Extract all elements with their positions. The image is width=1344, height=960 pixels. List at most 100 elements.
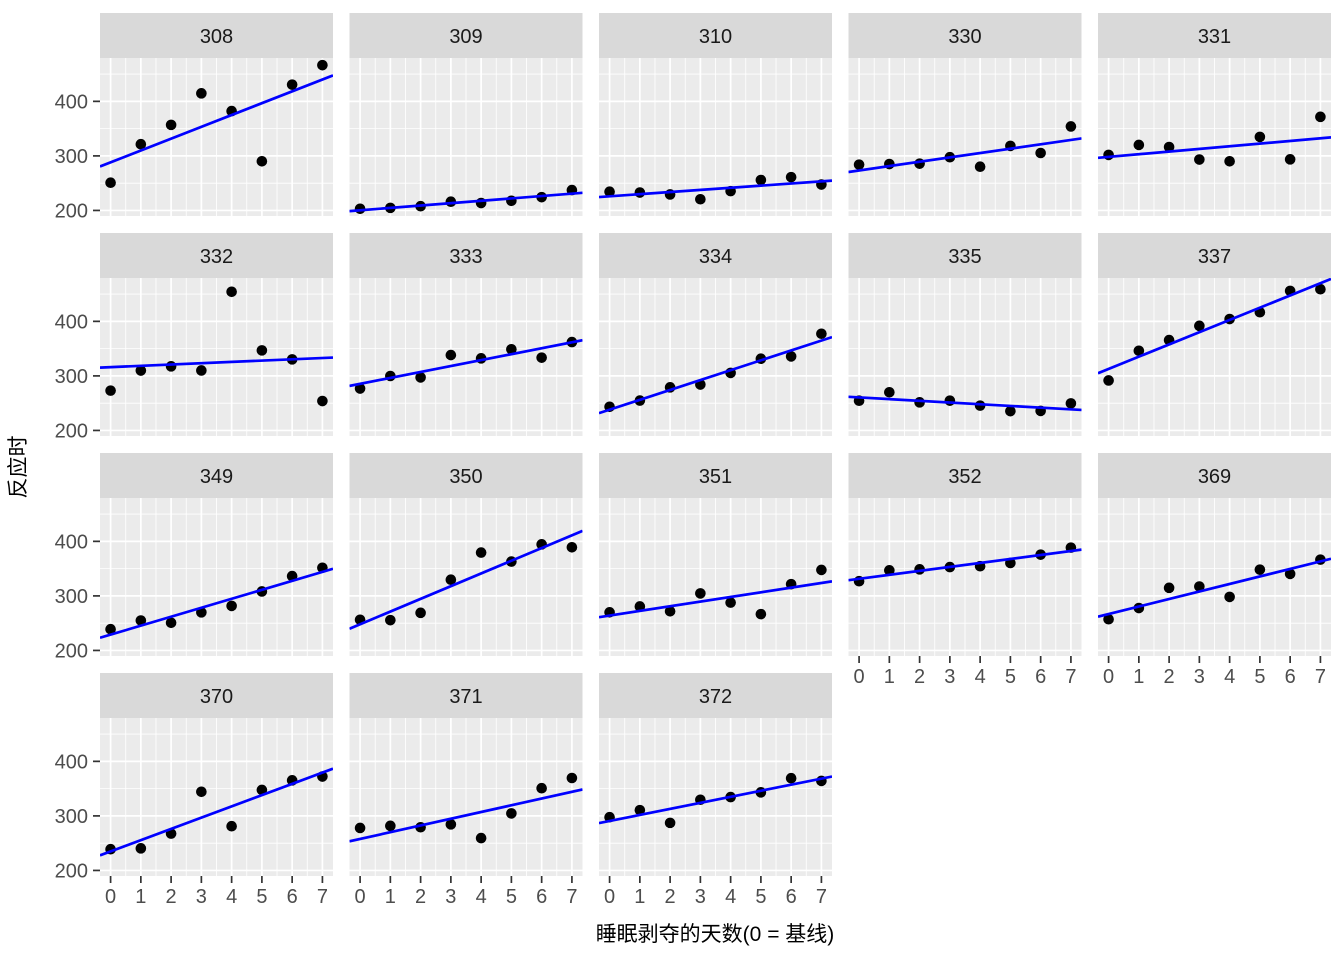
data-point — [566, 772, 578, 784]
data-point — [604, 186, 615, 198]
x-tick-label: 1 — [135, 886, 146, 908]
x-tick-label: 5 — [1254, 666, 1265, 688]
y-tick-label: 200 — [55, 420, 88, 442]
data-point — [105, 385, 116, 396]
x-tick-label: 7 — [1315, 666, 1326, 688]
data-point — [1224, 155, 1235, 167]
x-tick-label: 3 — [944, 666, 955, 688]
x-tick-label: 2 — [665, 886, 676, 908]
regression-line — [100, 767, 333, 857]
regression-line — [100, 567, 333, 640]
data-point — [816, 564, 827, 576]
facet-strip — [100, 673, 333, 718]
x-tick-label: 2 — [914, 666, 925, 688]
data-point — [1194, 581, 1205, 592]
facet-strip-label: 330 — [948, 26, 981, 48]
data-point — [785, 351, 797, 362]
data-point — [1103, 149, 1114, 161]
data-point — [317, 395, 328, 407]
regression-line — [349, 338, 583, 388]
x-tick-label: 0 — [355, 886, 366, 908]
regression-line — [848, 548, 1082, 582]
data-layer — [100, 59, 333, 189]
regression-line — [1098, 136, 1331, 160]
data-point — [135, 365, 147, 376]
x-tick-label: 3 — [695, 886, 706, 908]
x-tick-label: 7 — [816, 886, 827, 908]
facet-369: 369 0 1 2 3 4 5 6 7 — [1098, 453, 1331, 688]
x-tick-label: 6 — [1035, 666, 1046, 688]
data-point — [445, 574, 457, 585]
data-point — [1194, 320, 1205, 332]
x-tick-label: 7 — [1065, 666, 1076, 688]
data-point — [853, 159, 865, 170]
x-tick-label: 0 — [1103, 666, 1114, 688]
facet-337: 337 — [1098, 233, 1331, 436]
data-point — [135, 615, 147, 626]
facet-349: 349 200 300 400 — [55, 453, 333, 662]
data-point — [506, 808, 517, 819]
data-point — [196, 786, 207, 798]
data-point — [506, 343, 517, 355]
data-point — [664, 817, 676, 829]
facet-351: 351 — [599, 453, 832, 656]
data-layer — [1098, 278, 1331, 386]
data-point — [317, 59, 328, 71]
facet-strip-label: 369 — [1198, 466, 1231, 488]
facet-strip-label: 332 — [200, 246, 233, 268]
facet-strip-label: 335 — [948, 246, 981, 268]
data-point — [1163, 141, 1175, 153]
data-point — [256, 155, 268, 167]
data-point — [256, 345, 268, 356]
facet-strip — [848, 453, 1082, 498]
regression-line — [100, 74, 333, 168]
regression-line — [599, 179, 832, 199]
facet-strip — [1098, 13, 1331, 58]
data-point — [475, 547, 487, 558]
data-point — [1284, 154, 1296, 165]
facet-strip-label: 333 — [449, 246, 482, 268]
data-point — [1133, 345, 1145, 357]
facet-strip-label: 334 — [699, 246, 732, 268]
data-point — [135, 843, 147, 854]
y-axis-title: 反应时 — [7, 436, 30, 499]
x-tick-label: 2 — [1164, 666, 1175, 688]
regression-line — [349, 788, 583, 843]
data-point — [1254, 564, 1266, 575]
data-point — [785, 171, 797, 183]
x-axis-title: 睡眠剥夺的天数(0 = 基线) — [596, 923, 835, 946]
data-point — [695, 193, 706, 205]
data-point — [256, 784, 268, 796]
data-point — [1315, 111, 1326, 123]
data-layer — [599, 772, 832, 829]
x-tick-label: 6 — [287, 886, 298, 908]
data-point — [445, 819, 457, 830]
x-tick-label: 3 — [196, 886, 207, 908]
facet-strip-label: 331 — [1198, 26, 1231, 48]
facet-strip — [599, 673, 832, 718]
data-point — [105, 623, 116, 635]
data-point — [196, 365, 207, 376]
facet-strip — [100, 13, 333, 58]
facet-331: 331 — [1098, 13, 1331, 216]
facet-strip-label: 310 — [699, 26, 732, 48]
data-point — [354, 822, 366, 834]
facet-strip — [1098, 453, 1331, 498]
facet-strip — [349, 673, 583, 718]
regression-line — [848, 395, 1082, 412]
x-tick-label: 3 — [445, 886, 456, 908]
data-layer — [848, 542, 1082, 587]
data-layer — [100, 767, 333, 857]
y-tick-label: 400 — [55, 531, 88, 553]
data-point — [1315, 283, 1326, 295]
facet-strip — [848, 13, 1082, 58]
facet-334: 334 — [599, 233, 832, 436]
y-tick-label: 200 — [55, 200, 88, 222]
facet-333: 333 — [349, 233, 583, 436]
x-tick-label: 3 — [1194, 666, 1205, 688]
x-tick-label: 5 — [755, 886, 766, 908]
data-point — [385, 614, 396, 626]
x-tick-label: 5 — [1005, 666, 1016, 688]
